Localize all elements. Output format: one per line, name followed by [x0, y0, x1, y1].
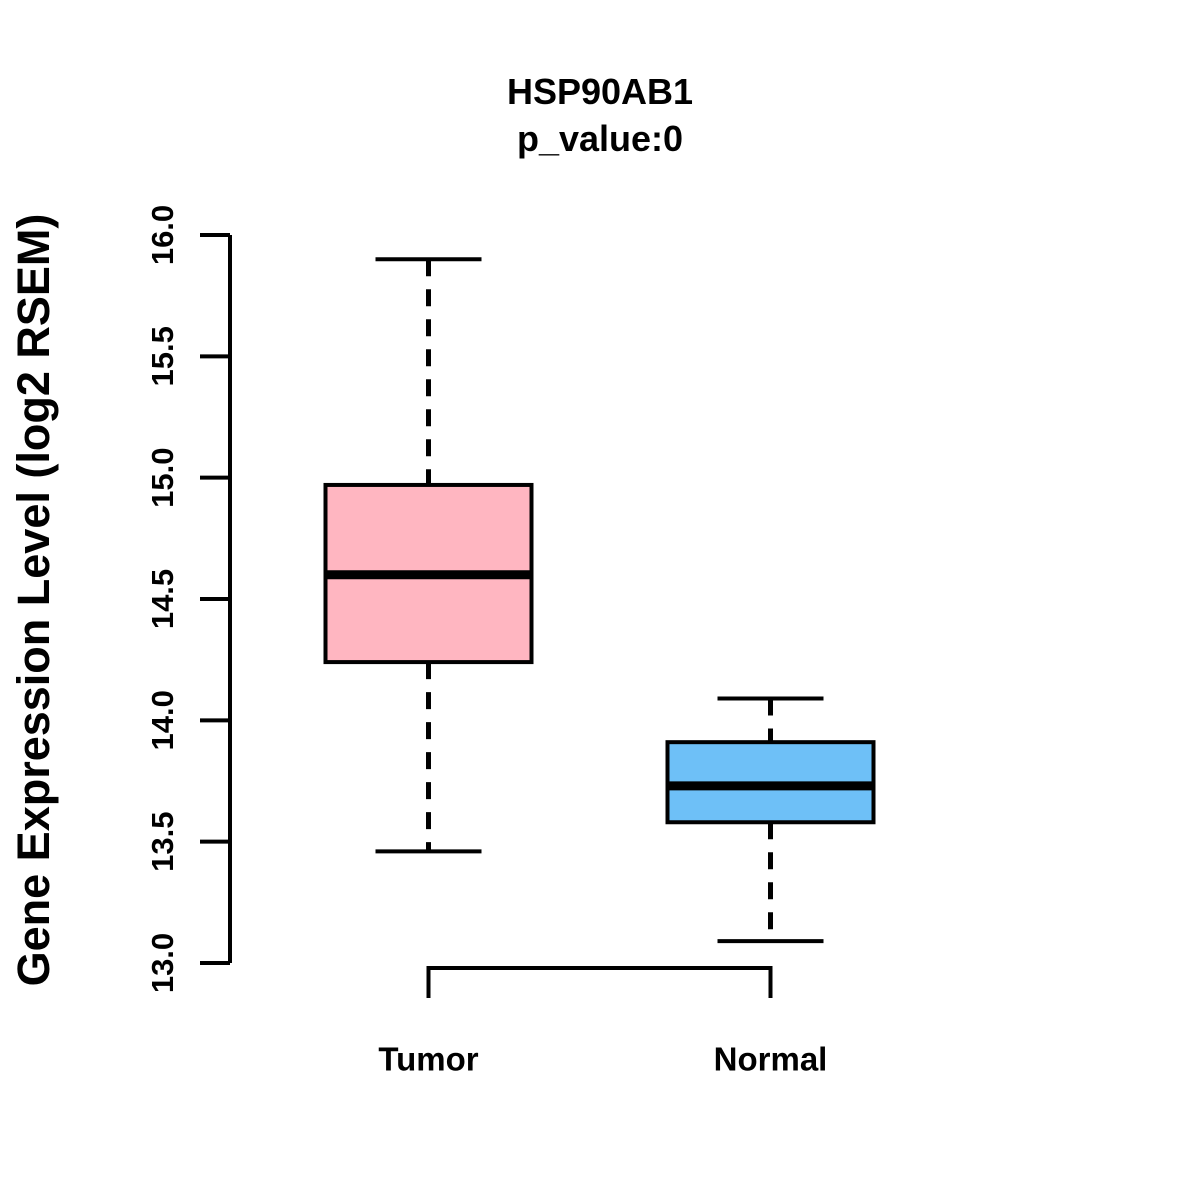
y-tick-label: 14.5 [145, 569, 180, 629]
chart-subtitle: p_value:0 [516, 118, 684, 159]
y-tick-label: 13.0 [145, 933, 180, 993]
y-tick-label: 14.0 [145, 690, 180, 750]
y-tick-label: 15.5 [145, 326, 180, 386]
x-category-label-tumor: Tumor [378, 1041, 478, 1078]
y-tick-label: 13.5 [145, 811, 180, 871]
y-tick-label: 16.0 [145, 205, 180, 265]
y-tick-label: 15.0 [145, 447, 180, 507]
x-axis-bracket [426, 966, 773, 998]
title-block: HSP90AB1 p_value:0 [230, 68, 970, 162]
x-category-label-normal: Normal [714, 1041, 828, 1078]
chart-title: HSP90AB1 [506, 71, 694, 112]
